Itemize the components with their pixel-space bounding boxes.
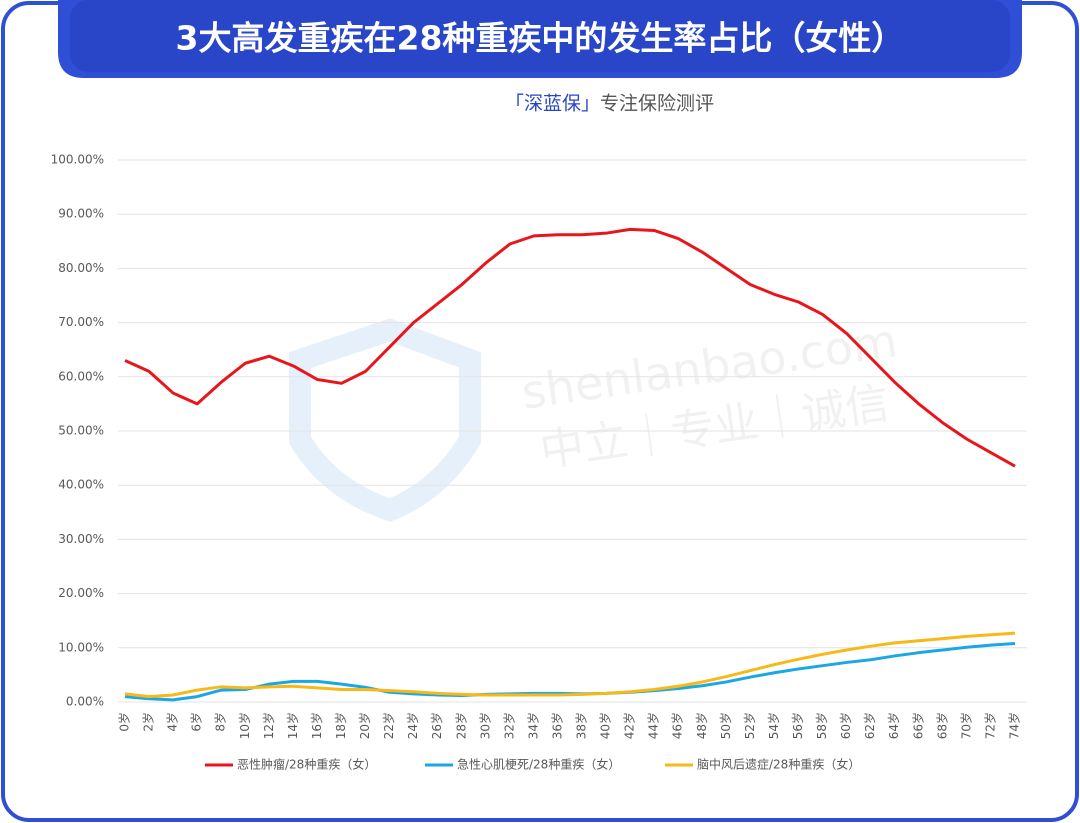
x-tick-label: 20岁 bbox=[357, 712, 372, 739]
legend-label: 恶性肿瘤/28种重疾（女） bbox=[237, 757, 376, 772]
x-tick-label: 14岁 bbox=[285, 712, 300, 739]
x-tick-label: 38岁 bbox=[574, 712, 589, 739]
x-tick-label: 50岁 bbox=[718, 712, 733, 739]
x-tick-label: 2岁 bbox=[141, 712, 156, 732]
x-tick-label: 44岁 bbox=[646, 712, 661, 739]
watermark-shield bbox=[289, 318, 481, 522]
subtitle: 专注保险测评 bbox=[600, 93, 714, 115]
x-tick-label: 18岁 bbox=[333, 712, 348, 739]
x-tick-label: 6岁 bbox=[189, 712, 204, 732]
y-tick-label: 0.00% bbox=[66, 695, 104, 709]
x-tick-label: 68岁 bbox=[934, 712, 949, 739]
x-tick-label: 22岁 bbox=[381, 712, 396, 739]
y-tick-label: 70.00% bbox=[58, 315, 104, 329]
x-tick-label: 70岁 bbox=[958, 712, 973, 739]
y-tick-label: 20.00% bbox=[58, 586, 104, 600]
x-tick-label: 40岁 bbox=[598, 712, 613, 739]
x-tick-label: 74岁 bbox=[1007, 712, 1022, 739]
x-tick-label: 24岁 bbox=[405, 712, 420, 739]
y-tick-label: 60.00% bbox=[58, 369, 104, 383]
title-banner-inner bbox=[70, 0, 1010, 72]
x-tick-label: 36岁 bbox=[549, 712, 564, 739]
x-tick-label: 56岁 bbox=[790, 712, 805, 739]
y-tick-label: 30.00% bbox=[58, 532, 104, 546]
y-tick-label: 80.00% bbox=[58, 261, 104, 275]
x-tick-label: 30岁 bbox=[477, 712, 492, 739]
x-tick-label: 54岁 bbox=[766, 712, 781, 739]
x-tick-label: 32岁 bbox=[501, 712, 516, 739]
series-line bbox=[124, 227, 1016, 468]
y-tick-label: 100.00% bbox=[51, 153, 104, 167]
y-tick-label: 90.00% bbox=[58, 207, 104, 221]
y-tick-label: 50.00% bbox=[58, 424, 104, 438]
x-tick-label: 52岁 bbox=[742, 712, 757, 739]
x-tick-label: 34岁 bbox=[525, 712, 540, 739]
x-tick-label: 42岁 bbox=[622, 712, 637, 739]
x-tick-label: 4岁 bbox=[165, 712, 180, 732]
x-tick-label: 46岁 bbox=[670, 712, 685, 739]
x-tick-label: 66岁 bbox=[910, 712, 925, 739]
chart-title: 3大高发重疾在28种重疾中的发生率占比（女性） bbox=[176, 19, 905, 58]
y-tick-label: 10.00% bbox=[58, 640, 104, 654]
subtitle-brand: 「深蓝保」 bbox=[505, 93, 600, 115]
legend-label: 脑中风后遗症/28种重疾（女） bbox=[697, 757, 860, 772]
x-tick-label: 62岁 bbox=[862, 712, 877, 739]
y-tick-label: 40.00% bbox=[58, 478, 104, 492]
x-tick-label: 72岁 bbox=[982, 712, 997, 739]
x-tick-label: 48岁 bbox=[694, 712, 709, 739]
x-tick-label: 8岁 bbox=[213, 712, 228, 732]
x-tick-label: 60岁 bbox=[838, 712, 853, 739]
x-tick-label: 64岁 bbox=[886, 712, 901, 739]
x-tick-label: 12岁 bbox=[261, 712, 276, 739]
x-tick-label: 0岁 bbox=[117, 712, 132, 732]
series-line bbox=[124, 631, 1016, 699]
x-tick-label: 26岁 bbox=[429, 712, 444, 739]
x-tick-label: 58岁 bbox=[814, 712, 829, 739]
x-tick-label: 28岁 bbox=[453, 712, 468, 739]
x-tick-label: 16岁 bbox=[309, 712, 324, 739]
x-tick-label: 10岁 bbox=[237, 712, 252, 739]
legend-label: 急性心肌梗死/28种重疾（女） bbox=[457, 757, 620, 772]
